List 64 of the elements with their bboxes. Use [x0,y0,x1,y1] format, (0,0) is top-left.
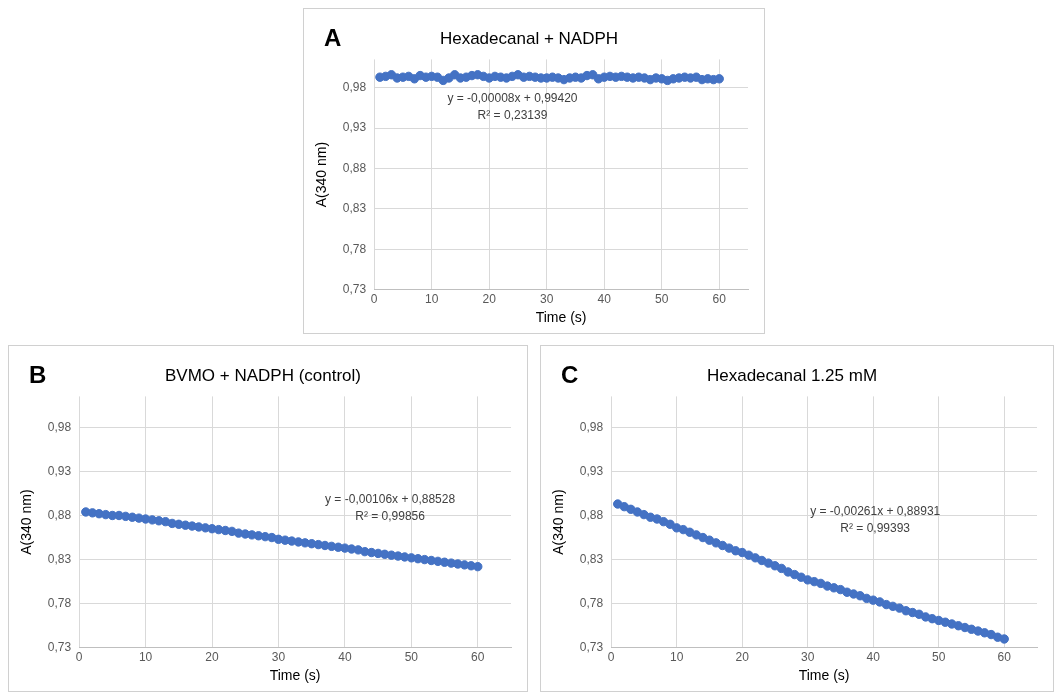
x-tick-label: 60 [712,292,727,307]
text: C [561,360,579,388]
x-tick-label: 30 [540,292,554,307]
chart-title: Hexadecanal + NADPH [439,28,619,48]
y-tick-label: 0,98 [579,419,604,434]
y-tick-label: 0,73 [342,282,367,297]
text: A [324,23,342,51]
y-tick-label: 0,93 [579,463,604,478]
x-tick-label: 20 [205,650,220,665]
x-tick-label: 60 [471,650,485,665]
x-axis-title: Time (s) [798,667,850,684]
x-tick-label: 40 [338,650,352,665]
y-axis-title: A(340 nm) [18,489,35,555]
text: B [29,360,47,388]
x-tick-label: 10 [669,650,684,665]
x-tick-label: 0 [607,650,615,665]
y-tick-label: 0,73 [47,640,72,655]
y-tick-label: 0,83 [342,201,367,216]
y-tick-label: 0,93 [47,463,72,478]
y-tick-label: 0,88 [342,160,367,175]
point [711,538,721,548]
x-tick-label: 50 [655,292,669,307]
annotation: R² = 0,99856 [355,508,426,523]
x-axis-title: Time (s) [269,667,321,684]
x-tick-label: 0 [75,650,83,665]
x-tick-label: 40 [866,650,881,665]
y-tick-label: 0,88 [47,507,72,522]
annotation: R² = 0,23139 [477,107,548,122]
y-tick-label: 0,83 [47,551,72,566]
point [770,561,780,571]
y-tick-label: 0,88 [579,507,604,522]
x-tick-label: 0 [370,292,378,307]
point [639,509,649,520]
x-tick-label: 60 [997,650,1012,665]
annotation: R² = 0,99393 [840,521,911,536]
x-tick-label: 30 [801,650,815,665]
annotation: y = -0,00106x + 0,88528 [325,491,456,506]
x-axis-title: Time (s) [535,309,587,326]
point [999,634,1009,644]
y-axis-title: A(340 nm) [313,141,330,208]
point [473,561,483,572]
y-tick-label: 0,78 [342,241,367,256]
x-tick-label: 40 [597,292,612,307]
y-tick-label: 0,78 [47,596,72,611]
y-tick-label: 0,93 [342,120,367,135]
y-axis-title: A(340 nm) [550,489,567,555]
y-tick-label: 0,98 [342,80,367,95]
y-tick-label: 0,98 [47,419,72,434]
x-tick-label: 30 [271,650,286,665]
x-tick-label: 50 [404,650,419,665]
y-tick-label: 0,73 [579,640,604,655]
point [855,591,865,601]
annotation: y = -0,00261x + 0,88931 [810,504,941,519]
x-tick-label: 20 [482,292,497,307]
x-tick-label: 20 [735,650,750,665]
y-tick-label: 0,83 [579,551,604,566]
point [665,519,675,530]
chart-title: Hexadecanal 1.25 mM [706,365,878,385]
y-tick-label: 0,78 [579,596,604,611]
chart-title: BVMO + NADPH (control) [164,365,362,385]
annotation: y = -0,00008x + 0,99420 [447,90,578,105]
x-tick-label: 50 [932,650,946,665]
x-tick-label: 10 [138,650,153,665]
x-tick-label: 10 [424,292,439,307]
